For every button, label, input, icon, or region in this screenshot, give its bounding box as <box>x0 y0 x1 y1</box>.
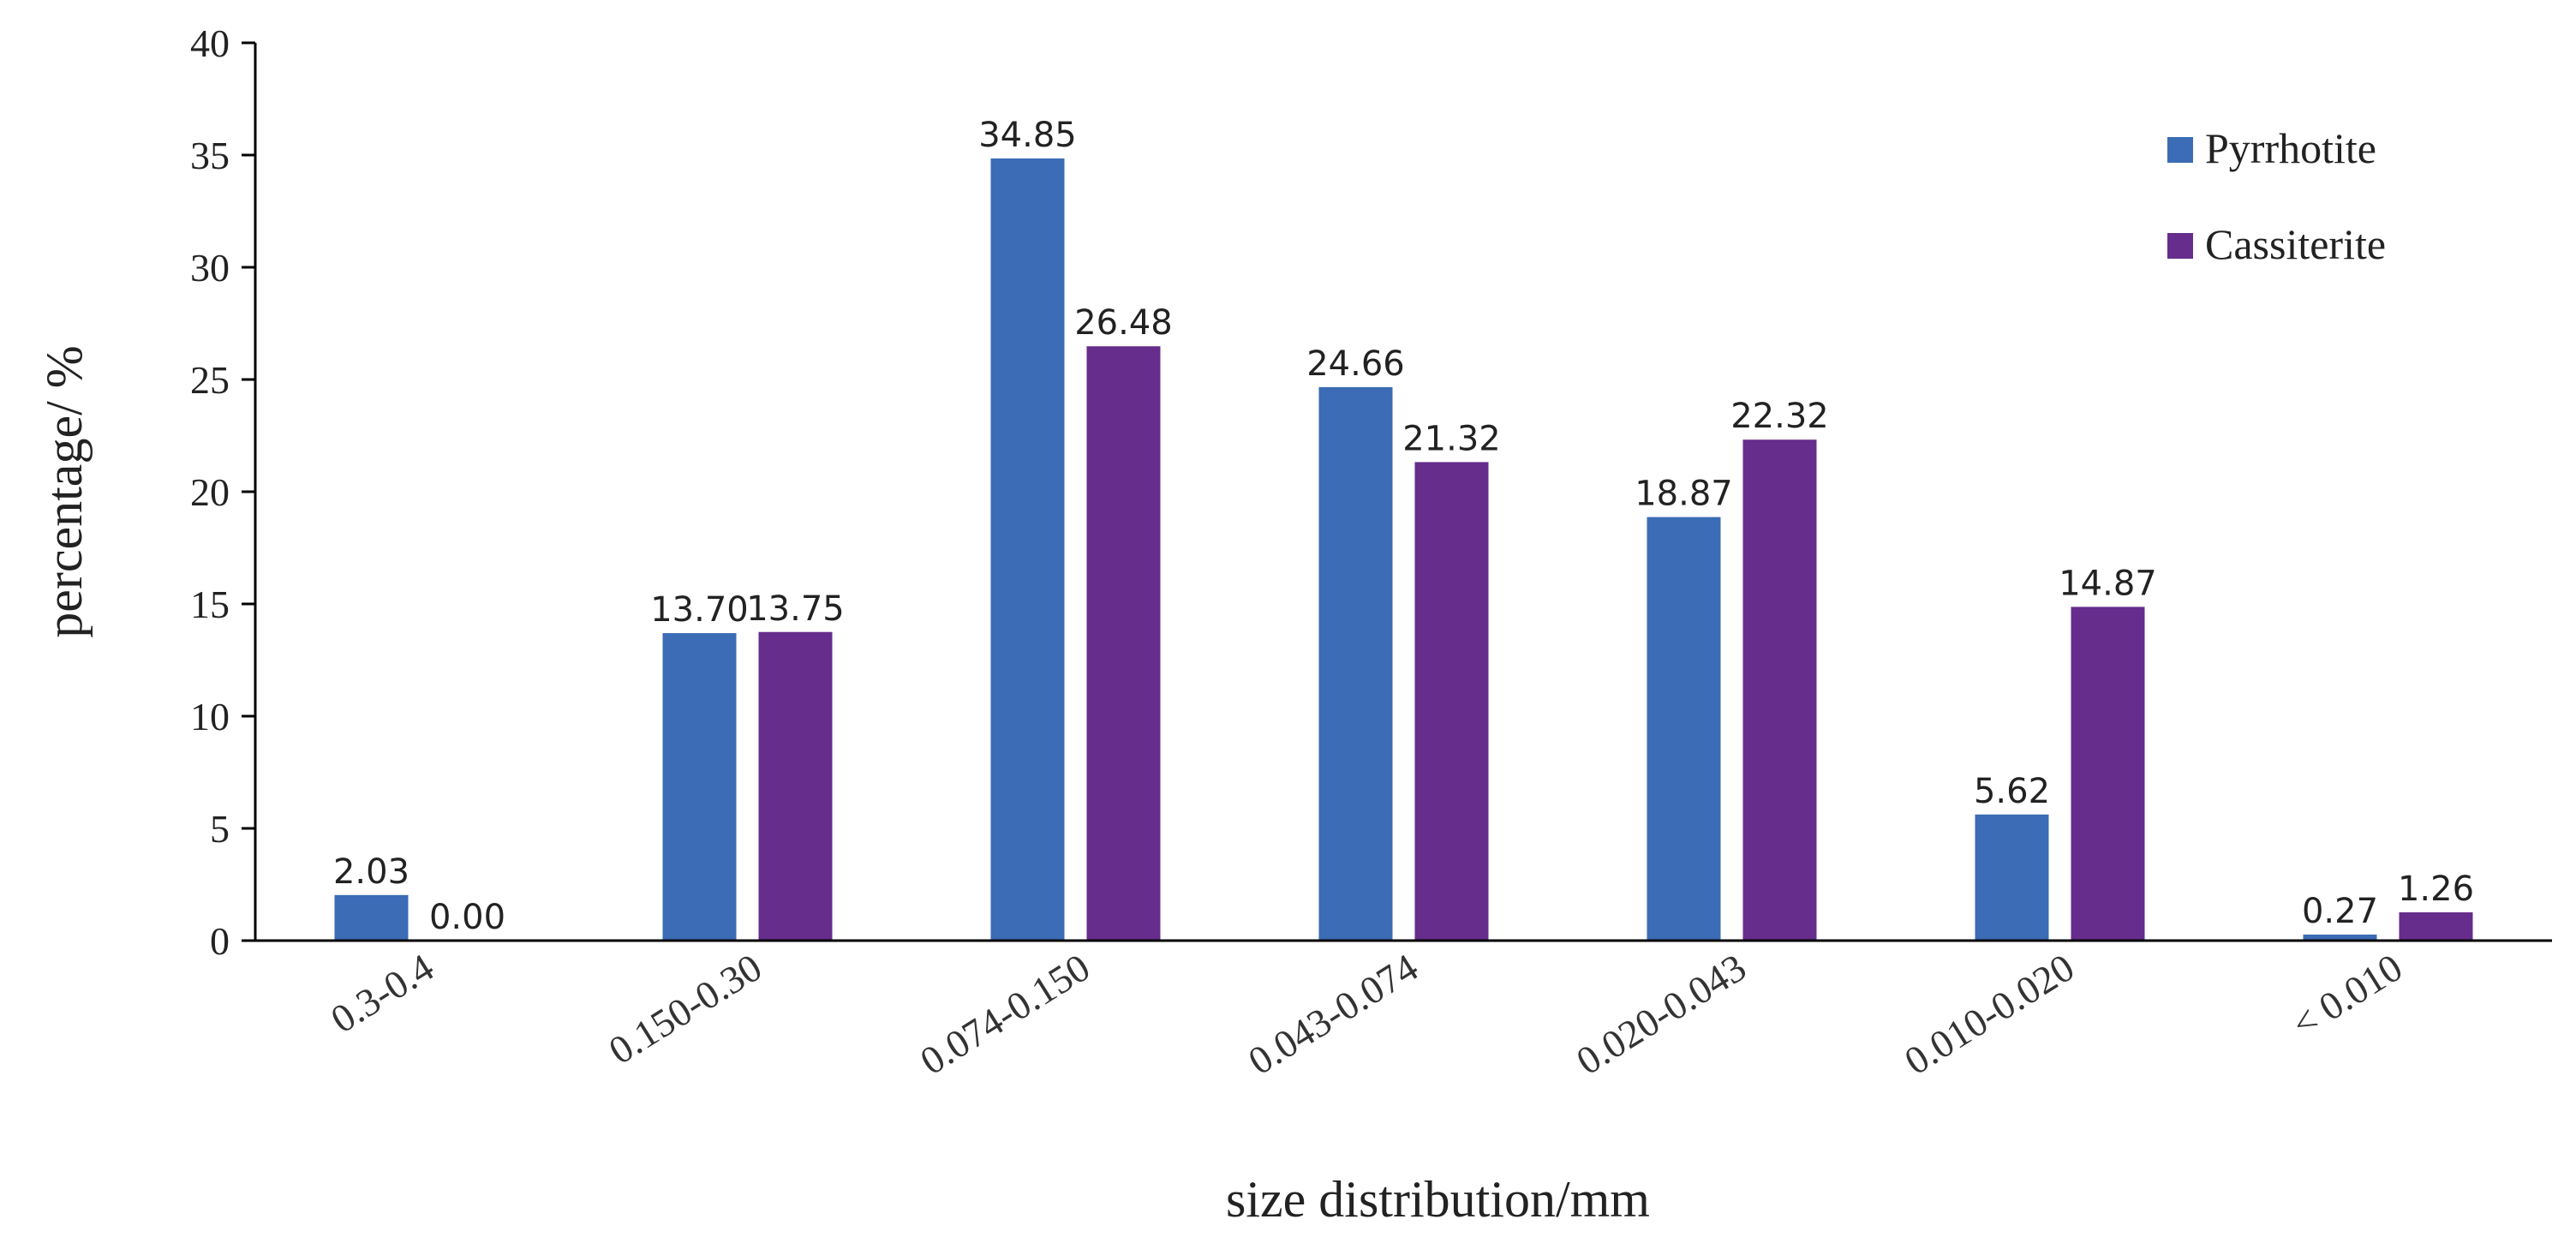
data-label-cassiterite: 22.32 <box>1730 397 1829 436</box>
x-axis-title: size distribution/mm <box>1226 1171 1650 1228</box>
data-label-cassiterite: 1.26 <box>2398 870 2474 909</box>
legend-swatch-cassiterite <box>2167 233 2193 259</box>
y-axis-ticks: 0 5 10 15 20 25 30 35 40 <box>190 21 255 963</box>
data-label-cassiterite: 0.00 <box>429 898 505 937</box>
legend: Pyrrhotite Cassiterite <box>2167 124 2386 268</box>
bar-pyrrhotite <box>662 633 737 941</box>
bar-pyrrhotite <box>2303 934 2377 941</box>
legend-label-cassiterite: Cassiterite <box>2205 220 2386 268</box>
x-tick-label: < 0.010 <box>2284 945 2410 1046</box>
y-axis-title: percentage/ % <box>36 345 93 637</box>
bar-pyrrhotite <box>990 158 1065 941</box>
data-label-pyrrhotite: 2.03 <box>333 852 409 892</box>
x-tick-label: 0.020-0.043 <box>1569 945 1754 1083</box>
data-label-pyrrhotite: 34.85 <box>978 116 1077 155</box>
data-label-pyrrhotite: 0.27 <box>2302 892 2378 931</box>
y-tick-label: 5 <box>210 807 230 851</box>
bar-pyrrhotite <box>1975 814 2049 941</box>
y-tick-label: 35 <box>190 134 230 177</box>
bar-cassiterite <box>1414 462 1489 941</box>
bar-pyrrhotite <box>1647 517 1721 941</box>
y-tick-label: 30 <box>190 246 230 290</box>
data-label-pyrrhotite: 13.70 <box>650 590 749 630</box>
bar-cassiterite <box>2071 607 2145 941</box>
data-label-cassiterite: 26.48 <box>1074 303 1173 343</box>
bars <box>334 158 2473 941</box>
y-tick-label: 20 <box>190 470 230 514</box>
y-tick-label: 10 <box>190 695 230 738</box>
x-tick-label: 0.150-0.30 <box>601 945 769 1073</box>
data-label-pyrrhotite: 18.87 <box>1635 475 1733 514</box>
y-tick-label: 0 <box>210 919 230 963</box>
x-tick-label: 0.043-0.074 <box>1240 945 1425 1083</box>
legend-swatch-pyrrhotite <box>2167 137 2193 163</box>
bar-cassiterite <box>1086 346 1161 941</box>
bar-cassiterite <box>1742 439 1817 941</box>
bar-cassiterite <box>2399 911 2473 941</box>
data-label-cassiterite: 21.32 <box>1402 419 1501 458</box>
legend-label-pyrrhotite: Pyrrhotite <box>2205 124 2376 172</box>
x-tick-label: 0.3-0.4 <box>323 945 441 1041</box>
x-tick-label: 0.074-0.150 <box>912 945 1097 1083</box>
x-axis-ticks: 0.3-0.4 0.150-0.30 0.074-0.150 0.043-0.074 0… <box>323 945 2410 1083</box>
data-label-pyrrhotite: 24.66 <box>1306 344 1405 384</box>
bar-pyrrhotite <box>334 894 409 941</box>
data-label-cassiterite: 14.87 <box>2059 564 2157 603</box>
y-tick-label: 40 <box>190 21 230 65</box>
y-tick-label: 25 <box>190 358 230 402</box>
data-label-pyrrhotite: 5.62 <box>1974 772 2050 811</box>
x-tick-label: 0.010-0.020 <box>1897 945 2082 1083</box>
bar-cassiterite <box>758 631 833 941</box>
data-label-cassiterite: 13.75 <box>746 589 845 629</box>
y-tick-label: 15 <box>190 583 230 626</box>
bar-pyrrhotite <box>1318 386 1393 941</box>
